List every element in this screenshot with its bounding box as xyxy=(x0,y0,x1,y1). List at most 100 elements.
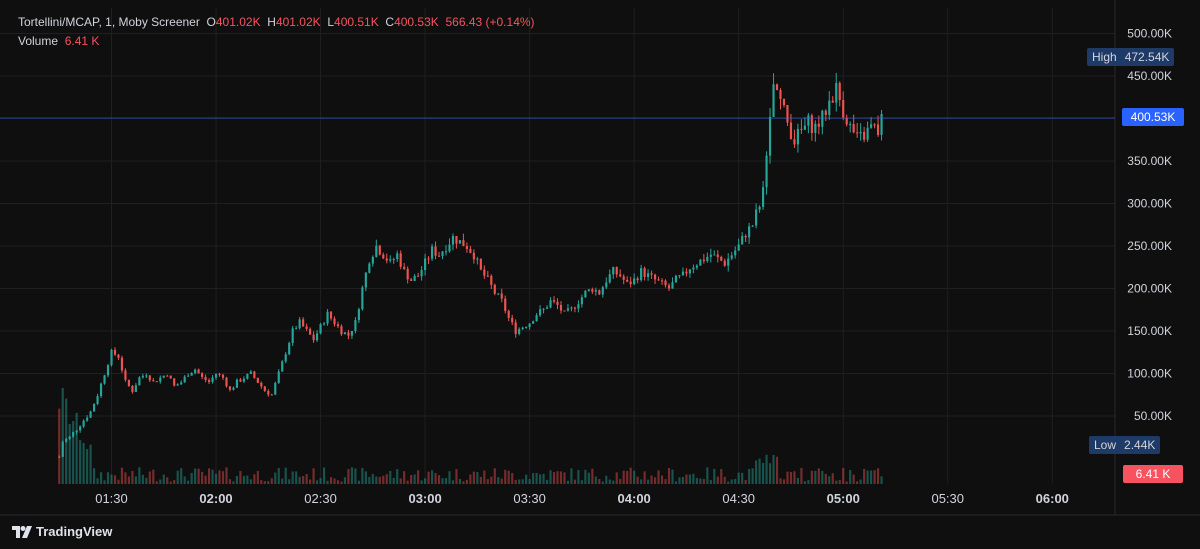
volume-bar xyxy=(838,480,841,484)
x-tick-label: 04:00 xyxy=(618,491,651,506)
candle-body xyxy=(685,271,688,274)
volume-bar xyxy=(228,479,232,484)
candle-body xyxy=(479,258,482,270)
volume-bar xyxy=(876,468,880,484)
candle-body xyxy=(573,307,577,309)
volume-bar xyxy=(340,481,343,484)
candle-body xyxy=(389,259,392,261)
candle-body xyxy=(859,131,862,134)
candle-body xyxy=(856,132,859,134)
volume-bar xyxy=(674,481,678,484)
low-value: 400.51K xyxy=(334,15,379,29)
volume-bar xyxy=(601,481,604,484)
volume-bar xyxy=(113,475,117,484)
volume-bar xyxy=(737,472,740,484)
volume-bar xyxy=(657,470,660,484)
price-axis[interactable]: 500.00K450.00K400.00K350.00K300.00K250.0… xyxy=(1127,27,1172,424)
candle-body xyxy=(225,377,228,387)
candle-body xyxy=(556,301,559,305)
volume-bar xyxy=(99,472,103,484)
volume-bar xyxy=(103,480,106,484)
candle-body xyxy=(298,319,301,329)
candle-body xyxy=(131,385,134,392)
candle-body xyxy=(368,263,371,273)
x-tick-label: 05:30 xyxy=(931,491,964,506)
volume-bar xyxy=(288,479,291,484)
candle-body xyxy=(437,255,441,257)
candle-body xyxy=(626,279,629,282)
volume-bar xyxy=(626,471,629,484)
volume-bar xyxy=(584,469,587,484)
close-value: 400.53K xyxy=(394,15,439,29)
candle-body xyxy=(755,209,758,226)
volume-bar xyxy=(845,481,848,484)
candle-body xyxy=(65,438,68,442)
volume-bar xyxy=(218,470,221,484)
candle-body xyxy=(249,371,252,374)
volume-bar xyxy=(417,470,420,484)
volume-bar xyxy=(706,467,709,484)
candle-body xyxy=(284,354,287,362)
volume-bar xyxy=(396,469,399,484)
candle-body xyxy=(263,386,266,391)
volume-bar xyxy=(166,477,169,484)
volume-bar xyxy=(532,473,535,484)
candle-body xyxy=(751,225,754,227)
volume-bar xyxy=(225,467,228,484)
volume-bar xyxy=(598,479,601,484)
volume-bar xyxy=(148,471,151,484)
candle-body xyxy=(800,128,803,130)
volume-value: 6.41 K xyxy=(64,34,100,48)
volume-bar xyxy=(371,473,374,484)
volume-bar xyxy=(455,469,458,484)
volume-bar xyxy=(500,478,503,484)
volume-bar xyxy=(758,458,761,484)
volume-bar xyxy=(793,471,796,484)
candle-body xyxy=(615,267,618,275)
volume-bar xyxy=(720,469,723,484)
volume-bar xyxy=(361,467,364,484)
candle-body xyxy=(155,381,158,383)
volume-bar xyxy=(124,472,127,484)
volume-bar xyxy=(789,471,793,484)
volume-label[interactable]: Volume xyxy=(18,34,59,48)
candle-body xyxy=(779,90,782,100)
volume-bar xyxy=(535,472,538,484)
volume-bar xyxy=(448,471,451,484)
candle-body xyxy=(413,275,416,281)
volume-bar xyxy=(741,472,744,484)
candle-body xyxy=(716,254,719,257)
candle-body xyxy=(538,309,542,316)
candle-body xyxy=(483,269,486,276)
candle-body xyxy=(204,376,207,381)
volume-bar xyxy=(622,470,625,484)
candle-body xyxy=(744,236,747,238)
candle-body xyxy=(228,386,232,390)
candle-body xyxy=(807,115,810,126)
volume-bar xyxy=(58,408,61,484)
volume-bar xyxy=(479,476,482,484)
volume-bar xyxy=(786,471,789,484)
candle-body xyxy=(821,110,824,127)
candle-body xyxy=(211,377,214,383)
volume-bar xyxy=(615,472,618,484)
candle-body xyxy=(127,379,131,386)
time-axis[interactable]: 01:30 02:00 02:30 03:00 03:30 04:00 04:30 05:00… xyxy=(95,491,1069,506)
candle-body xyxy=(270,394,273,396)
tradingview-logo-icon xyxy=(12,525,32,538)
symbol-title[interactable]: Tortellini/MCAP, 1, Moby Screener xyxy=(18,15,200,29)
tradingview-brand[interactable]: TradingView xyxy=(12,524,112,539)
candle-body xyxy=(542,308,545,310)
volume-bar xyxy=(263,481,266,484)
candle-body xyxy=(500,293,503,299)
volume-bar xyxy=(138,467,141,484)
candle-body xyxy=(667,285,671,289)
candle-body xyxy=(89,411,92,418)
volume-bar xyxy=(368,476,371,484)
volume-bar xyxy=(180,468,183,484)
x-tick-label: 03:30 xyxy=(513,491,546,506)
volume-bar xyxy=(232,481,235,484)
volume-bar xyxy=(542,473,545,484)
